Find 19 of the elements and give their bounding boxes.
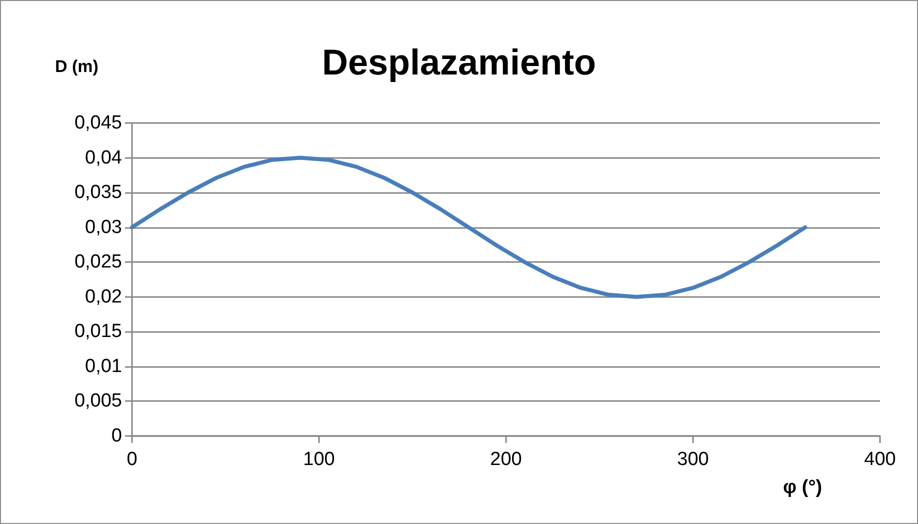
x-tick-label: 400 — [864, 449, 896, 470]
y-axis-title: D (m) — [55, 57, 98, 76]
chart-title: Desplazamiento — [322, 42, 596, 82]
x-tick-label: 0 — [126, 449, 138, 470]
line-series — [130, 156, 808, 299]
y-tick-label: 0,045 — [74, 112, 122, 134]
y-tick-label: 0 — [111, 426, 122, 446]
y-tick-label: 0,015 — [74, 321, 122, 342]
x-tick-label: 100 — [303, 449, 335, 470]
y-tick-label: 0,005 — [74, 390, 122, 412]
y-tick-label: 0,04 — [85, 147, 122, 168]
y-tick-label: 0,01 — [85, 356, 122, 377]
y-tick-label: 0,03 — [85, 216, 122, 238]
x-tick-label: 200 — [490, 449, 522, 470]
x-axis-title: φ (°) — [783, 477, 822, 498]
x-tick-label: 300 — [677, 449, 709, 470]
y-tick-label: 0,035 — [74, 182, 122, 204]
y-tick-label: 0,02 — [85, 286, 122, 308]
y-tick-label: 0,025 — [74, 252, 122, 273]
